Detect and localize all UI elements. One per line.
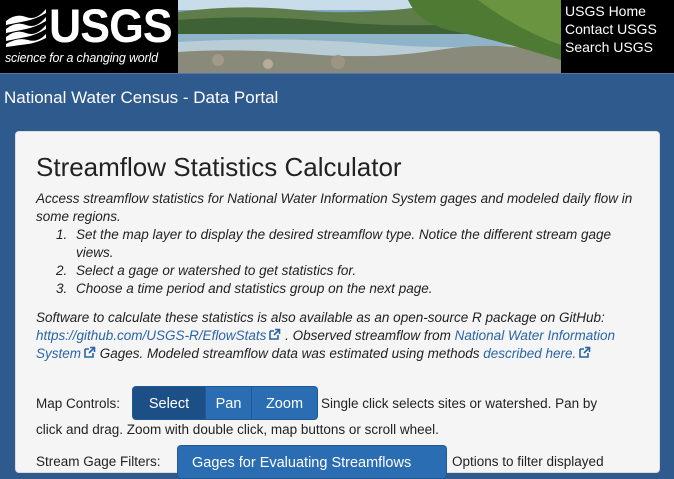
map-controls-button-group: Select Pan Zoom [132, 386, 318, 420]
select-button[interactable]: Select [132, 386, 206, 420]
portal-title: National Water Census - Data Portal [4, 88, 279, 107]
gage-filter-dropdown[interactable]: Gages for Evaluating Streamflows [177, 445, 447, 479]
map-controls-help: Single click selects sites or watershed.… [321, 396, 598, 411]
software-text: Software to calculate these statistics i… [36, 309, 646, 363]
logo-tagline: science for a changing world [5, 51, 158, 65]
software-text-part3: Gages. Modeled streamflow data was estim… [96, 346, 484, 361]
zoom-button[interactable]: Zoom [252, 386, 318, 420]
step-number: 3. [56, 281, 68, 296]
title-bar: National Water Census - Data Portal [0, 73, 674, 120]
page-title: Streamflow Statistics Calculator [36, 152, 402, 182]
map-controls-help-continued: click and drag. Zoom with double click, … [36, 422, 439, 437]
step-number: 2. [56, 263, 68, 278]
usgs-logo[interactable]: USGS science for a changing world [0, 0, 178, 73]
described-here-link[interactable]: described here. [483, 346, 577, 361]
header-links: USGS Home Contact USGS Search USGS [565, 2, 657, 56]
site-header: USGS science for a changing world USGS H… [0, 0, 674, 73]
intro-text: Access streamflow statistics for Nationa… [36, 191, 633, 224]
link-search-usgs[interactable]: Search USGS [565, 39, 653, 55]
map-controls-label: Map Controls: [36, 396, 121, 411]
external-link-icon [269, 328, 281, 340]
logo-text: USGS [49, 0, 173, 52]
link-contact-usgs[interactable]: Contact USGS [565, 21, 657, 37]
header-photo [178, 0, 561, 73]
steps-list: 1. Set the map layer to display the desi… [36, 226, 646, 298]
list-item: 3. Choose a time period and statistics g… [36, 280, 646, 298]
gage-filter-help: Options to filter displayed [452, 454, 604, 469]
step-text: Choose a time period and statistics grou… [76, 281, 433, 296]
github-link[interactable]: https://github.com/USGS-R/EflowStats [36, 328, 267, 343]
list-item: 2. Select a gage or watershed to get sta… [36, 262, 646, 280]
gage-filters-label: Stream Gage Filters: [36, 454, 161, 469]
software-text-part2: . Observed streamflow from [281, 328, 455, 343]
step-text: Set the map layer to display the desired… [76, 227, 612, 260]
external-link-icon [579, 346, 591, 358]
link-usgs-home[interactable]: USGS Home [565, 3, 646, 19]
step-text: Select a gage or watershed to get statis… [76, 263, 357, 278]
software-text-part1: Software to calculate these statistics i… [36, 310, 605, 325]
list-item: 1. Set the map layer to display the desi… [36, 226, 646, 262]
external-link-icon [84, 346, 96, 358]
pan-button[interactable]: Pan [206, 386, 252, 420]
step-number: 1. [56, 227, 68, 242]
usgs-wave-icon [4, 7, 46, 47]
calculator-panel: Streamflow Statistics Calculator Access … [15, 131, 660, 479]
nwis-link[interactable]: National Water Information System [36, 328, 615, 361]
